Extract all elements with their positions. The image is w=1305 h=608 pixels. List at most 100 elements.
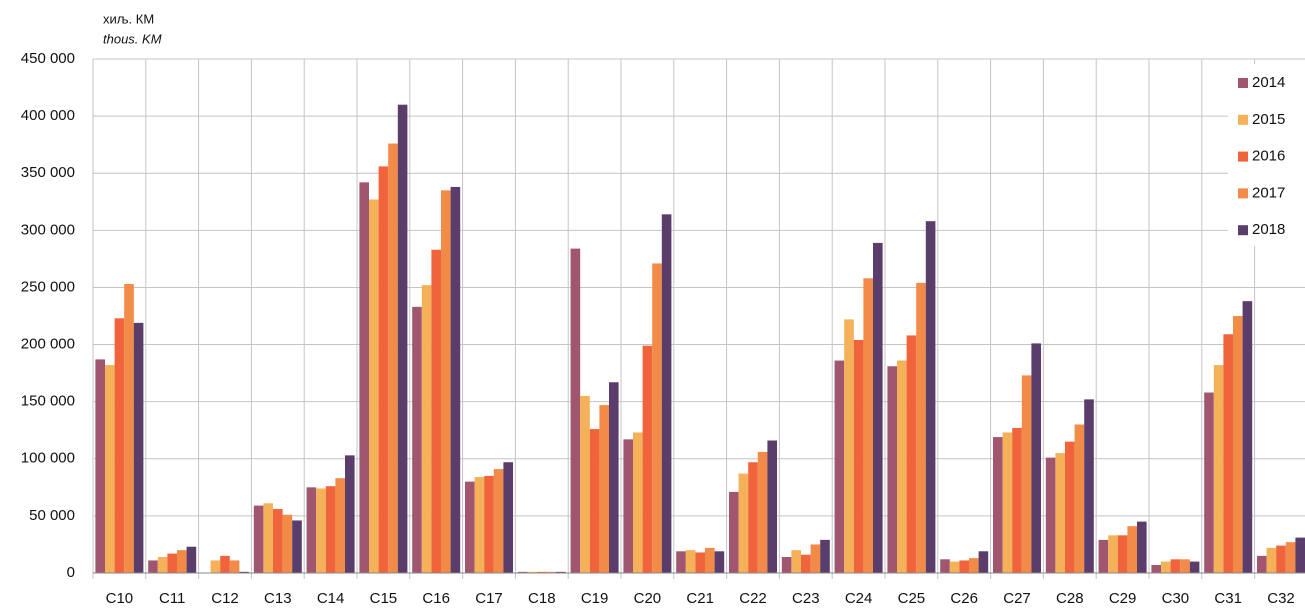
x-tick-label: C12 [211, 590, 239, 607]
bar [897, 360, 907, 573]
bar [714, 551, 725, 573]
bar [940, 559, 950, 573]
bar [1242, 301, 1253, 573]
bar [292, 520, 302, 573]
legend-label: 2016 [1252, 148, 1285, 165]
bar [1189, 561, 1200, 573]
bar [1233, 316, 1243, 573]
bar [781, 557, 792, 573]
bar [378, 166, 389, 573]
bar [767, 440, 777, 573]
x-tick-label: C25 [898, 590, 926, 607]
bar [556, 571, 566, 573]
bar [167, 553, 177, 573]
x-tick-label: C30 [1162, 590, 1190, 607]
x-tick-label: C29 [1109, 590, 1137, 607]
bar [316, 488, 326, 573]
bar [993, 437, 1003, 573]
bar [695, 552, 705, 573]
bar [863, 278, 873, 573]
y-tick-label: 250 000 [21, 278, 75, 295]
bar [186, 546, 197, 573]
bar [1213, 365, 1224, 573]
bar [1295, 537, 1305, 573]
y-tick-label: 450 000 [21, 50, 75, 67]
y-tick-label: 400 000 [21, 107, 75, 124]
bar [906, 335, 917, 573]
x-tick-label: C19 [581, 590, 609, 607]
y-tick-label: 100 000 [21, 450, 75, 467]
bar [537, 571, 547, 573]
bar [757, 451, 768, 573]
bar [359, 182, 369, 574]
bar [609, 382, 619, 573]
legend-swatch [1238, 188, 1248, 199]
bar [124, 284, 134, 573]
bar [421, 285, 432, 573]
bar [474, 477, 485, 573]
bar [157, 557, 168, 573]
y-tick-label: 350 000 [21, 164, 75, 181]
x-tick-label: C28 [1056, 590, 1084, 607]
bar [1285, 542, 1296, 573]
bar [431, 249, 441, 574]
unit-label-en: thous. KM [103, 31, 162, 46]
bar [570, 248, 581, 573]
x-tick-label: C11 [159, 590, 185, 607]
bar [949, 561, 960, 573]
bar [810, 544, 821, 573]
x-tick-label: C14 [317, 590, 345, 607]
bar [441, 190, 451, 573]
bar [1127, 526, 1137, 573]
bar [1074, 424, 1085, 573]
bar [652, 263, 662, 573]
bar [210, 560, 221, 573]
bar [220, 555, 230, 573]
bar [1151, 565, 1161, 573]
bar [1021, 375, 1032, 573]
bar [148, 560, 158, 573]
unit-label: хиљ. КМ [103, 11, 154, 26]
bar [1065, 441, 1075, 573]
legend-label: 2017 [1252, 184, 1285, 201]
legend-label: 2015 [1252, 111, 1285, 128]
legend-swatch [1238, 225, 1248, 236]
bar [133, 322, 144, 573]
bar [397, 104, 408, 573]
bar [517, 571, 528, 573]
legend-label: 2018 [1252, 221, 1285, 238]
bar [642, 345, 653, 573]
x-tick-label: C16 [422, 590, 450, 607]
bar [853, 339, 864, 573]
x-tick-label: C10 [106, 590, 134, 607]
bar [1045, 457, 1056, 573]
bar [633, 432, 643, 573]
x-tick-label: C18 [528, 590, 556, 607]
bar [623, 439, 633, 573]
bar [1031, 343, 1041, 573]
bar [503, 462, 513, 573]
bar [1098, 539, 1109, 573]
x-tick-label: C24 [845, 590, 873, 607]
x-tick-label: C13 [264, 590, 292, 607]
bar [114, 318, 125, 573]
bar [580, 395, 590, 573]
x-tick-label: C15 [370, 590, 398, 607]
bar [105, 365, 115, 573]
x-tick-label: C26 [950, 590, 978, 607]
bar [1117, 535, 1128, 573]
bar [465, 481, 475, 573]
bar [959, 560, 969, 573]
bar [1002, 432, 1013, 573]
bar [493, 469, 504, 573]
bar [1223, 334, 1233, 573]
bar [1180, 559, 1190, 573]
bar [925, 221, 936, 573]
bar [335, 478, 345, 573]
bar [306, 487, 317, 573]
bar [1108, 535, 1118, 573]
bar [273, 509, 283, 573]
bar [820, 539, 830, 573]
x-tick-label: C21 [686, 590, 714, 607]
